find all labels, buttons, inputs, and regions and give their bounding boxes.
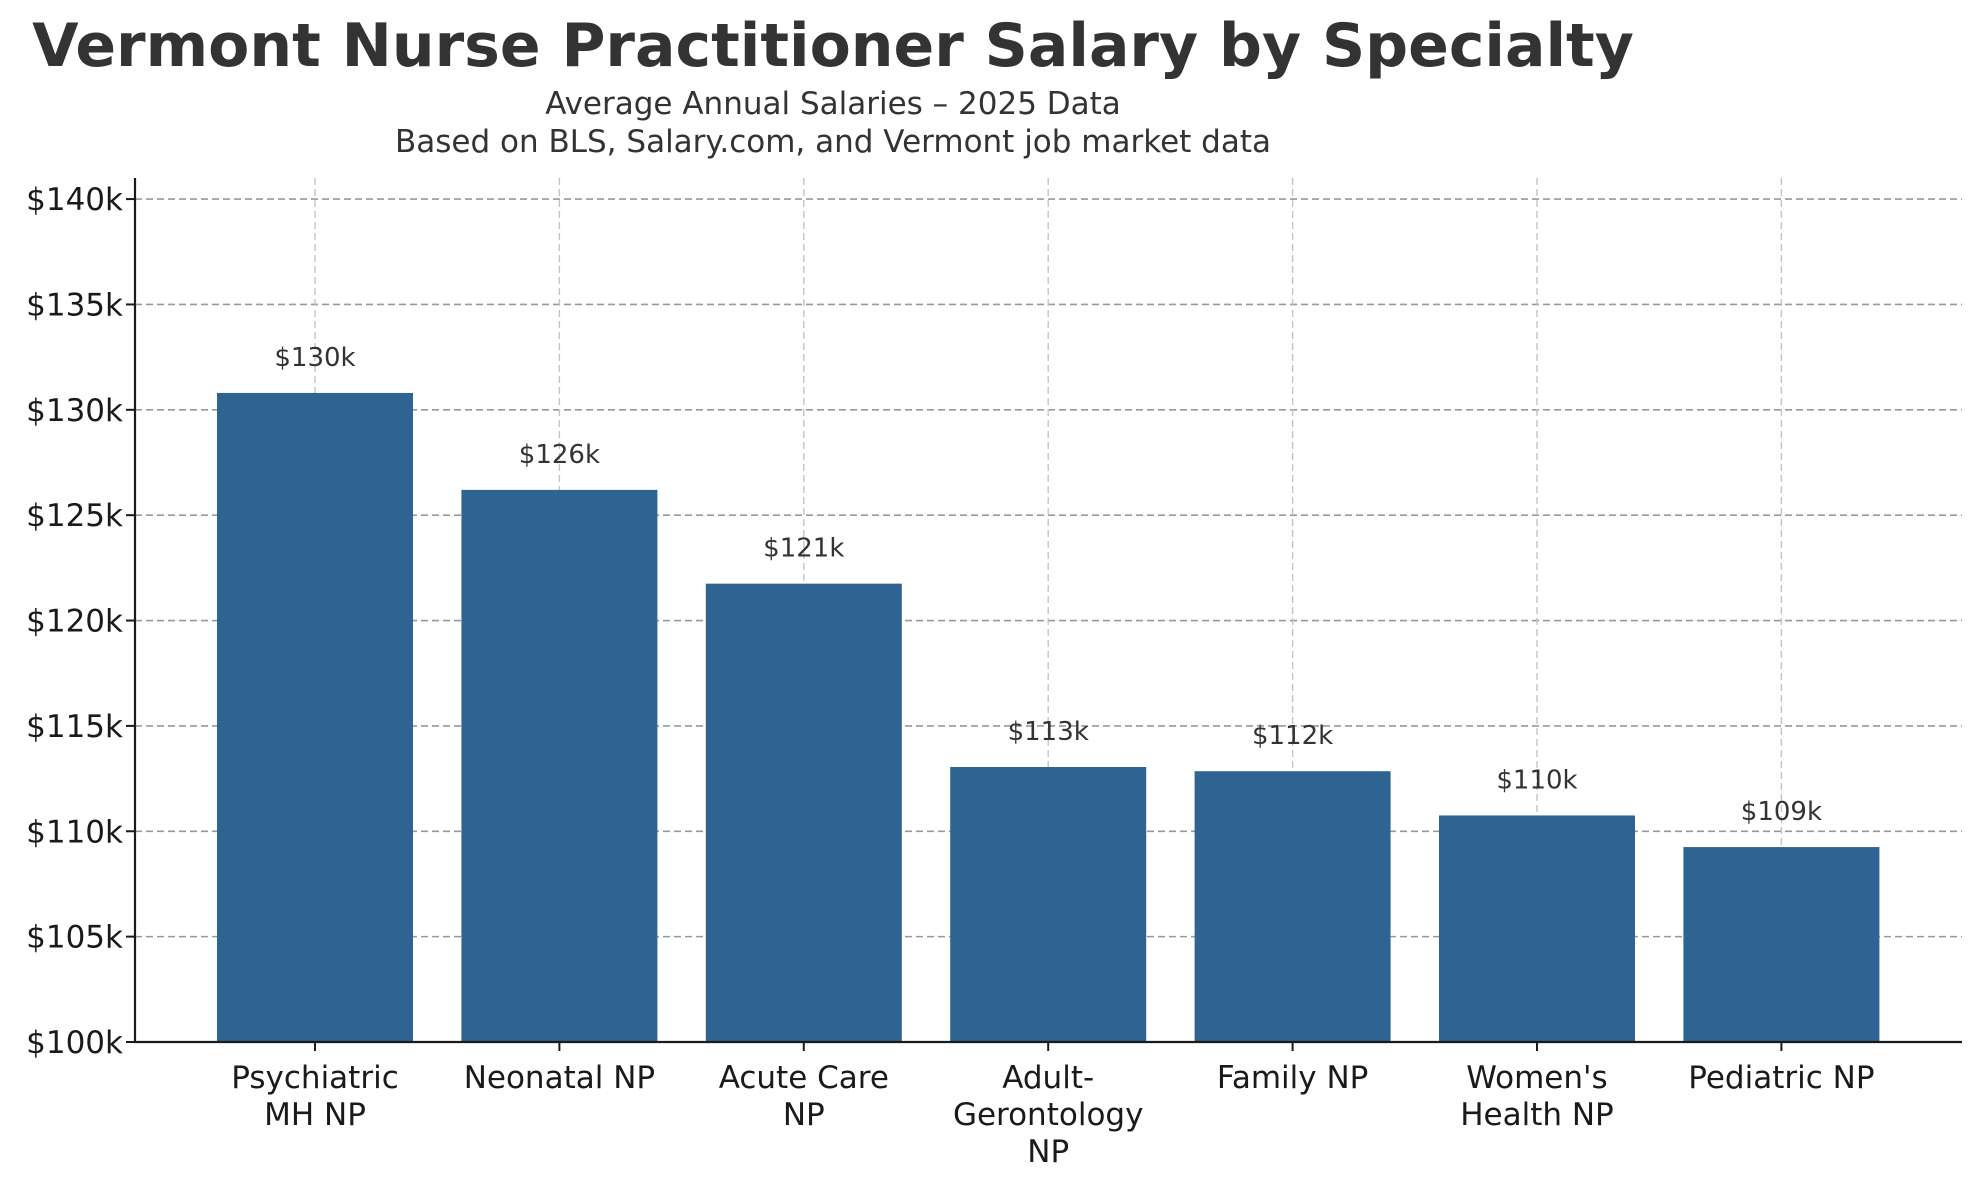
bar-value-label: $130k [274, 343, 355, 373]
bar [705, 583, 902, 1042]
y-tick-label: $140k [26, 182, 123, 218]
bar-value-label: $112k [1252, 721, 1333, 751]
bar [950, 766, 1147, 1042]
x-tick-label: Adult- [1002, 1060, 1094, 1096]
y-tick-label: $110k [26, 814, 123, 850]
y-tick-label: $130k [26, 393, 123, 429]
x-tick-label: MH NP [264, 1097, 366, 1133]
y-tick-label: $115k [26, 709, 123, 745]
x-tick-label: Women's [1466, 1060, 1607, 1096]
bar [217, 392, 413, 1042]
x-tick-label: Neonatal NP [464, 1060, 655, 1096]
x-tick-label: Psychiatric [231, 1060, 399, 1096]
y-tick-label: $105k [26, 920, 123, 956]
bar-value-label: $121k [763, 534, 844, 564]
x-tick-label: Health NP [1460, 1097, 1614, 1133]
y-tick-label: $135k [26, 287, 123, 323]
x-tick-label: Acute Care [719, 1060, 889, 1096]
x-tick-label: NP [1027, 1134, 1069, 1170]
x-tick-label: NP [783, 1097, 825, 1133]
y-tick-label: $125k [26, 498, 123, 534]
chart-subtitle-line-1: Average Annual Salaries – 2025 Data [545, 86, 1121, 122]
bar [1439, 815, 1635, 1042]
bar-value-label: $109k [1741, 797, 1822, 827]
bar [461, 489, 658, 1042]
x-tick-label: Family NP [1217, 1060, 1369, 1096]
bar [1683, 847, 1880, 1042]
chart-title: Vermont Nurse Practitioner Salary by Spe… [32, 11, 1634, 81]
x-tick-label: Gerontology [953, 1097, 1144, 1133]
y-tick-label: $120k [26, 604, 123, 640]
bar [1194, 771, 1391, 1042]
bar-value-label: $126k [519, 440, 600, 470]
chart-subtitle-line-2: Based on BLS, Salary.com, and Vermont jo… [395, 124, 1271, 160]
plot-area: $100k $105k $110k $115k $120k $125k $130k $135k… [26, 178, 1962, 1170]
x-tick-label: Pediatric NP [1688, 1060, 1874, 1096]
bar-value-label: $113k [1008, 717, 1089, 747]
bar-value-label: $110k [1496, 765, 1577, 795]
y-tick-label: $100k [26, 1025, 123, 1061]
